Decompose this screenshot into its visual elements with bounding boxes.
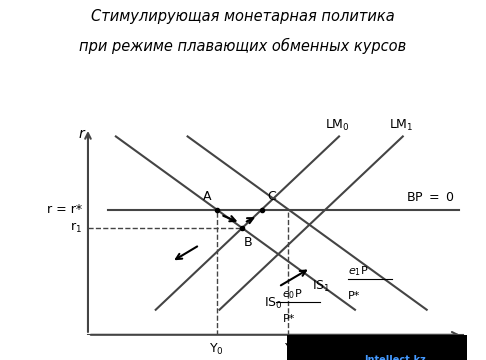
- Text: LM$_1$: LM$_1$: [388, 118, 413, 133]
- Text: r$_1$: r$_1$: [70, 221, 82, 235]
- Text: $e_1$P: $e_1$P: [348, 265, 369, 278]
- Text: Стимулирующая монетарная политика: Стимулирующая монетарная политика: [91, 9, 395, 24]
- Bar: [287, 335, 467, 360]
- Text: A: A: [203, 190, 211, 203]
- Text: при режиме плавающих обменных курсов: при режиме плавающих обменных курсов: [79, 38, 407, 54]
- Text: Y$_0$: Y$_0$: [209, 342, 224, 357]
- Text: B: B: [244, 237, 252, 249]
- Text: r: r: [78, 127, 84, 141]
- Text: r = r*: r = r*: [47, 203, 82, 216]
- Text: C: C: [267, 190, 276, 203]
- Text: Y: Y: [285, 342, 292, 355]
- Text: P*: P*: [348, 291, 361, 301]
- Text: Intellect.kz: Intellect.kz: [364, 355, 426, 360]
- Text: P*: P*: [282, 314, 295, 324]
- Text: BP $=$ 0: BP $=$ 0: [406, 191, 454, 204]
- Text: LM$_0$: LM$_0$: [325, 118, 349, 133]
- Text: IS$_0$: IS$_0$: [264, 296, 282, 311]
- Text: $e_0$P: $e_0$P: [282, 288, 303, 301]
- Text: IS$_1$: IS$_1$: [312, 279, 331, 294]
